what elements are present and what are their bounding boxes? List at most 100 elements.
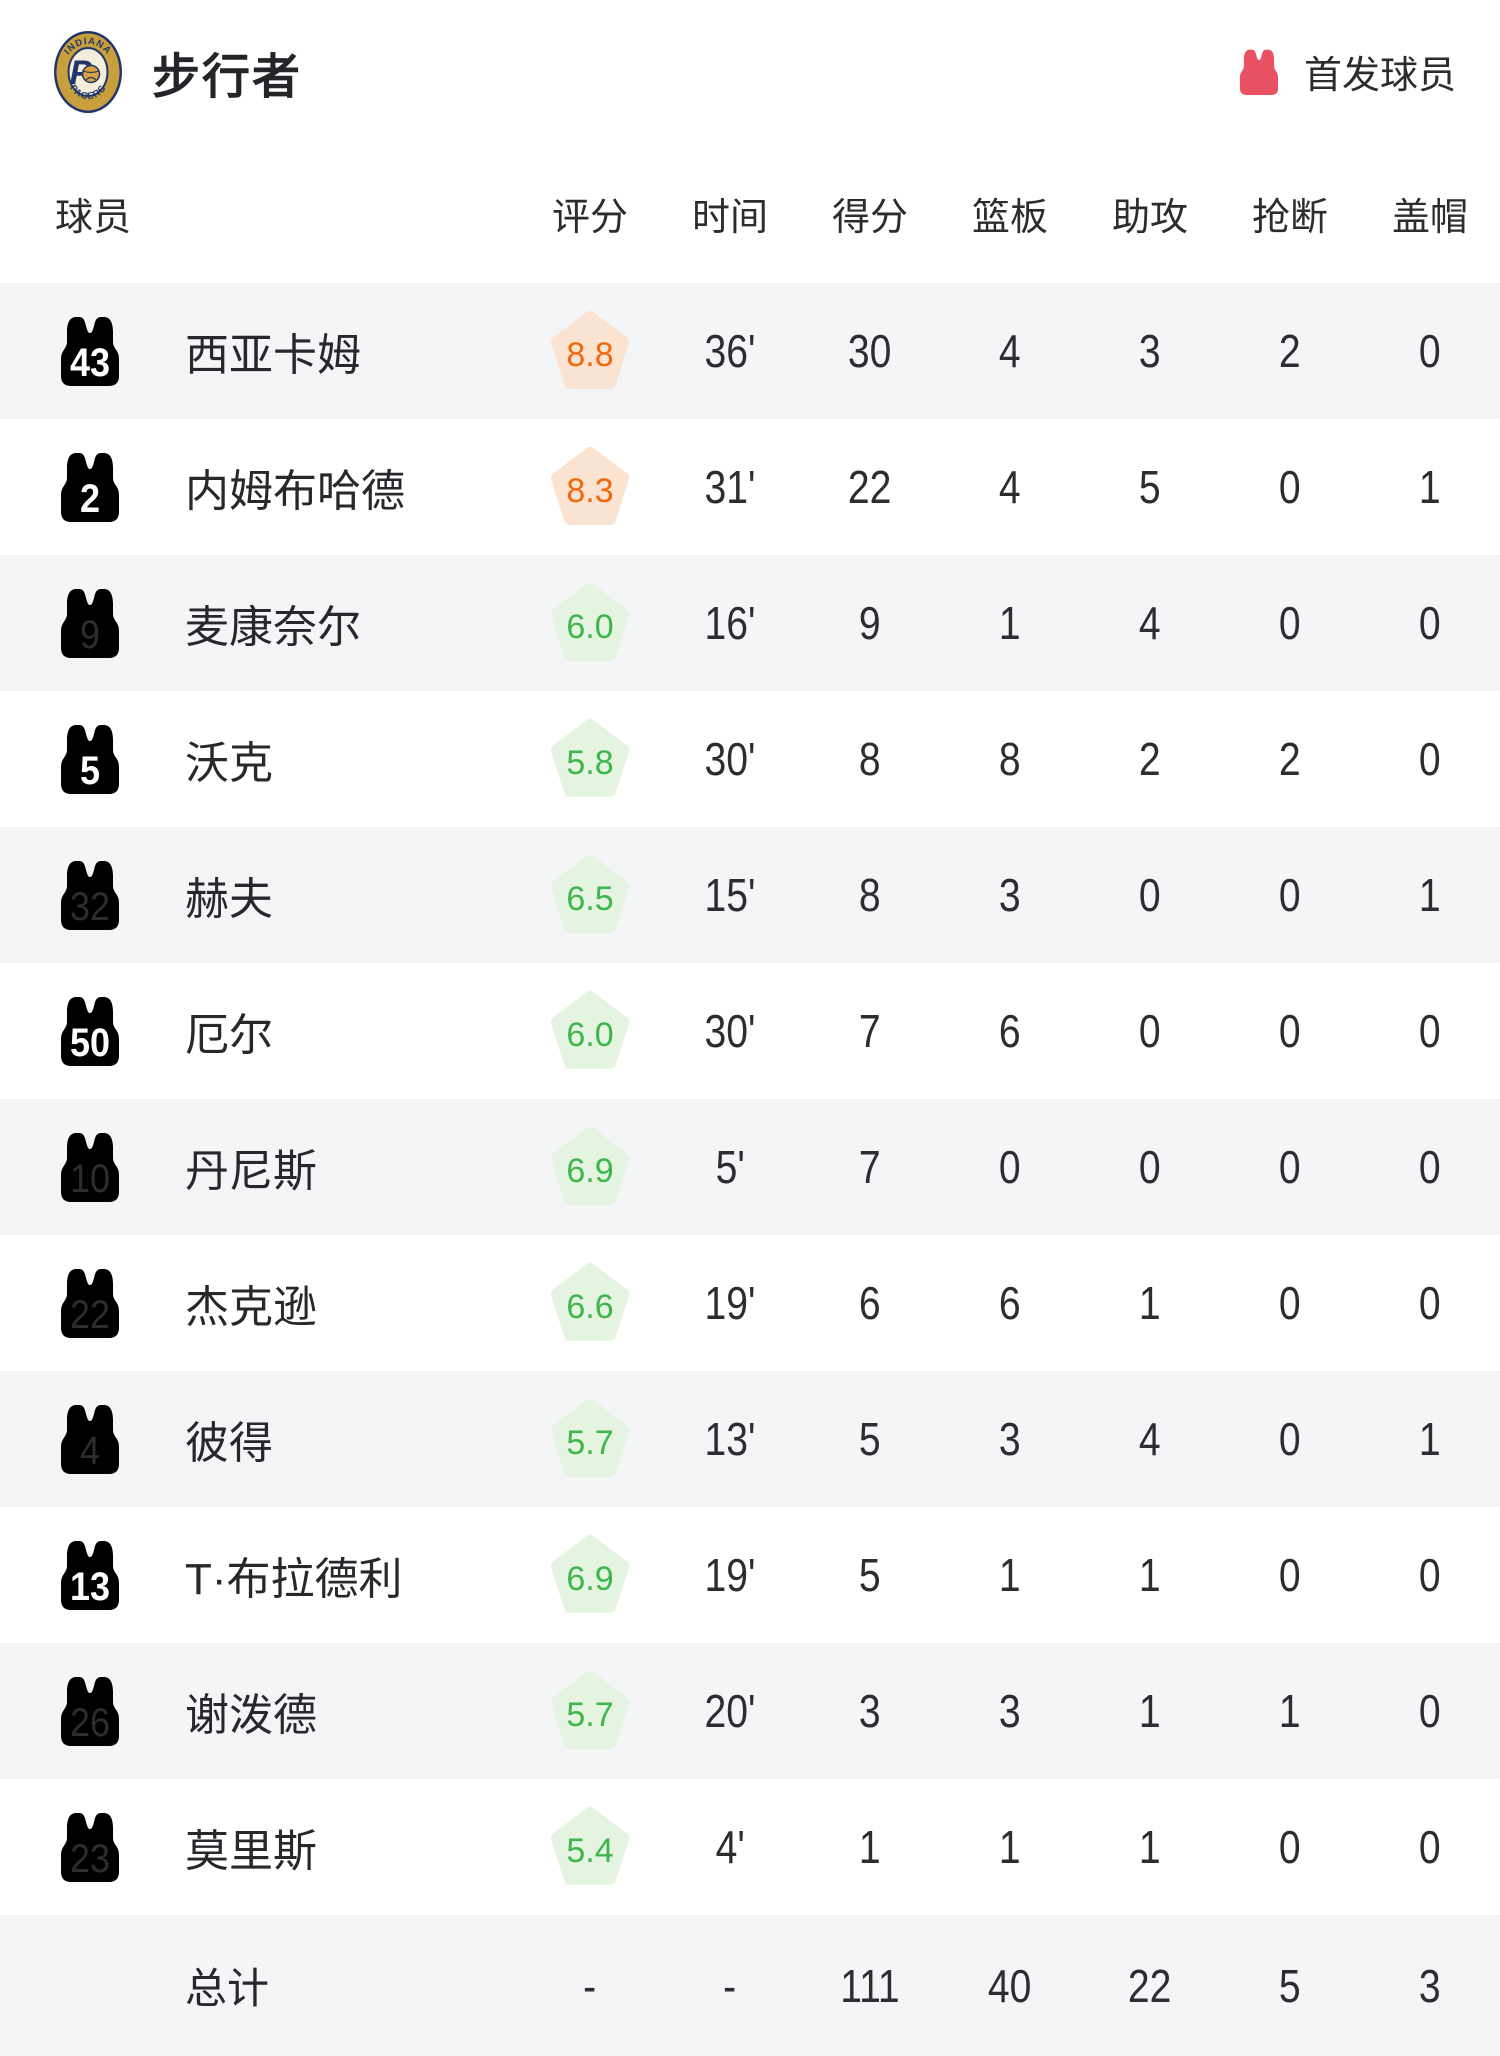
assists-cell: 3 (1139, 325, 1161, 377)
player-name: T·布拉德利 (185, 1555, 403, 1604)
player-cell: 9 麦康奈尔 (0, 584, 520, 662)
rating-cell: 6.6 (520, 1262, 660, 1344)
points-cell: 8 (859, 733, 881, 785)
team-info: INDIANA PACERS P 步行者 (52, 30, 302, 114)
player-table-row[interactable]: 4 彼得 5.7 13' 5 3 4 0 1 (0, 1371, 1500, 1507)
assists-cell: 1 (1139, 1821, 1161, 1873)
time-cell: 19' (704, 1277, 756, 1329)
time-cell: 30' (704, 1005, 756, 1057)
player-cell: 5 沃克 (0, 720, 520, 798)
steals-cell: 0 (1279, 1141, 1301, 1193)
rating-value: 5.7 (566, 1423, 614, 1462)
bench-jersey-icon: 32 (55, 856, 125, 934)
player-name: 杰克逊 (185, 1283, 317, 1332)
bench-jersey-icon: 9 (55, 584, 125, 662)
points-cell: 5 (859, 1413, 881, 1465)
steals-cell: 0 (1279, 1277, 1301, 1329)
player-name: 沃克 (185, 739, 273, 788)
starter-jersey-icon: 50 (55, 992, 125, 1070)
column-header-time: 时间 (691, 196, 768, 239)
steals-cell: 0 (1279, 1549, 1301, 1601)
rating-value: 6.9 (566, 1559, 614, 1598)
player-table-row[interactable]: 22 杰克逊 6.6 19' 6 6 1 0 0 (0, 1235, 1500, 1371)
total-label: 总计 (185, 1965, 270, 2012)
blocks-cell: 0 (1419, 597, 1441, 649)
rebounds-cell: 6 (999, 1277, 1021, 1329)
rating-badge: 5.4 (551, 1806, 629, 1888)
rating-cell: 5.8 (520, 718, 660, 800)
player-table-row[interactable]: 43 西亚卡姆 8.8 36' 30 4 3 2 0 (0, 283, 1500, 419)
jersey-number: 4 (79, 1429, 101, 1473)
assists-cell: 2 (1139, 733, 1161, 785)
rating-value: 8.3 (566, 471, 614, 510)
time-cell: 5' (715, 1141, 745, 1193)
player-cell: 10 丹尼斯 (0, 1128, 520, 1206)
rating-cell: 5.7 (520, 1398, 660, 1480)
rating-badge: 8.8 (551, 310, 629, 392)
rating-badge: 6.5 (551, 854, 629, 936)
assists-cell: 0 (1139, 869, 1161, 921)
bench-jersey-icon: 26 (55, 1672, 125, 1750)
player-table-row[interactable]: 23 莫里斯 5.4 4' 1 1 1 0 0 (0, 1779, 1500, 1915)
rating-value: 8.8 (566, 335, 614, 374)
assists-cell: 5 (1139, 461, 1161, 513)
steals-cell: 0 (1279, 1821, 1301, 1873)
rating-badge: 6.9 (551, 1126, 629, 1208)
player-table-row[interactable]: 32 赫夫 6.5 15' 8 3 0 0 1 (0, 827, 1500, 963)
team-header: INDIANA PACERS P 步行者 首发球员 (0, 0, 1500, 143)
rating-value: 6.6 (566, 1287, 614, 1326)
player-table-row[interactable]: 2 内姆布哈德 8.3 31' 22 4 5 0 1 (0, 419, 1500, 555)
team-name: 步行者 (152, 50, 303, 104)
rebounds-cell: 8 (999, 733, 1021, 785)
player-table-row[interactable]: 50 厄尔 6.0 30' 7 6 0 0 0 (0, 963, 1500, 1099)
column-header-steals: 抢断 (1251, 196, 1328, 239)
player-table-row[interactable]: 26 谢泼德 5.7 20' 3 3 1 1 0 (0, 1643, 1500, 1779)
column-header-assists: 助攻 (1111, 196, 1188, 239)
player-table-row[interactable]: 9 麦康奈尔 6.0 16' 9 1 4 0 0 (0, 555, 1500, 691)
rebounds-cell: 1 (999, 597, 1021, 649)
player-table-row[interactable]: 5 沃克 5.8 30' 8 8 2 2 0 (0, 691, 1500, 827)
rebounds-cell: 3 (999, 1413, 1021, 1465)
player-cell: 22 杰克逊 (0, 1264, 520, 1342)
time-cell: 31' (704, 461, 756, 513)
rating-cell: 6.9 (520, 1534, 660, 1616)
player-name: 厄尔 (185, 1011, 273, 1060)
rating-value: 6.0 (566, 1015, 614, 1054)
rebounds-cell: 3 (999, 1685, 1021, 1737)
steals-cell: 0 (1279, 1413, 1301, 1465)
player-cell: 2 内姆布哈德 (0, 448, 520, 526)
jersey-number: 13 (69, 1565, 111, 1609)
blocks-cell: 0 (1419, 1277, 1441, 1329)
starter-jersey-icon: 43 (55, 312, 125, 390)
total-steals: 5 (1279, 1959, 1301, 2012)
points-cell: 7 (859, 1141, 881, 1193)
column-header-points: 得分 (831, 196, 908, 239)
rating-value: 6.0 (566, 607, 614, 646)
assists-cell: 1 (1139, 1277, 1161, 1329)
time-cell: 16' (704, 597, 756, 649)
points-cell: 1 (859, 1821, 881, 1873)
player-table-row[interactable]: 10 丹尼斯 6.9 5' 7 0 0 0 0 (0, 1099, 1500, 1235)
column-header-rebounds: 篮板 (971, 196, 1048, 239)
jersey-number: 5 (79, 749, 101, 793)
total-time: - (723, 1959, 737, 2012)
rating-cell: 5.4 (520, 1806, 660, 1888)
rating-cell: 8.8 (520, 310, 660, 392)
rating-value: 5.4 (566, 1831, 614, 1870)
jersey-number: 9 (79, 613, 101, 657)
player-table-row[interactable]: 13 T·布拉德利 6.9 19' 5 1 1 0 0 (0, 1507, 1500, 1643)
rating-badge: 6.0 (551, 582, 629, 664)
player-cell: 13 T·布拉德利 (0, 1536, 520, 1614)
rebounds-cell: 0 (999, 1141, 1021, 1193)
rating-value: 5.7 (566, 1695, 614, 1734)
points-cell: 30 (848, 325, 892, 377)
assists-cell: 0 (1139, 1141, 1161, 1193)
player-name: 西亚卡姆 (185, 331, 361, 380)
starter-jersey-icon: 13 (55, 1536, 125, 1614)
player-name: 莫里斯 (185, 1827, 317, 1876)
rating-cell: 6.5 (520, 854, 660, 936)
points-cell: 7 (859, 1005, 881, 1057)
rating-badge: 5.7 (551, 1670, 629, 1752)
player-name: 内姆布哈德 (185, 467, 405, 516)
time-cell: 36' (704, 325, 756, 377)
